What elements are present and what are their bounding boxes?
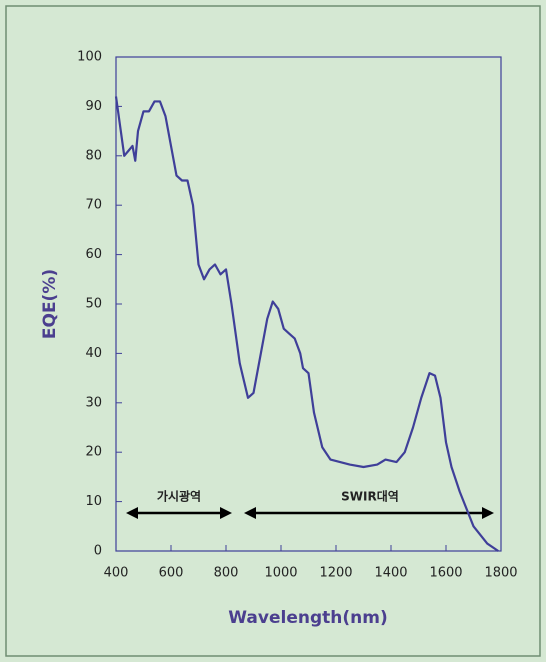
frame xyxy=(5,5,541,657)
y-tick-label: 100 xyxy=(77,50,102,65)
y-tick-label: 70 xyxy=(85,198,102,213)
x-tick-label: 400 xyxy=(104,566,129,581)
y-tick-label: 90 xyxy=(85,99,102,114)
y-tick-label: 80 xyxy=(85,148,102,163)
y-tick-label: 20 xyxy=(85,445,102,460)
annotation: 가시광역 xyxy=(157,489,201,504)
line xyxy=(114,96,499,552)
y-tick-label: 30 xyxy=(85,395,102,410)
x-tick-label: 1600 xyxy=(429,566,462,581)
y-tick-label: 0 xyxy=(94,544,102,559)
y-tick-label: 40 xyxy=(85,346,102,361)
x-axis-title: Wavelength(nm) xyxy=(228,608,387,628)
y-axis-title: EQE(%) xyxy=(40,269,60,339)
x-tick-label: 1000 xyxy=(264,566,297,581)
x-tick-label: 600 xyxy=(159,566,184,581)
plot-area xyxy=(115,56,502,552)
y-tick-label: 50 xyxy=(85,297,102,312)
annotation: SWIR대역 xyxy=(341,489,399,504)
y-tick-label: 10 xyxy=(85,494,102,509)
arrow xyxy=(126,507,494,519)
x-tick-label: 800 xyxy=(214,566,239,581)
y-tick-label: 60 xyxy=(85,247,102,262)
x-tick-label: 1200 xyxy=(319,566,352,581)
x-tick-label: 1400 xyxy=(374,566,407,581)
x-tick-label: 1800 xyxy=(484,566,517,581)
